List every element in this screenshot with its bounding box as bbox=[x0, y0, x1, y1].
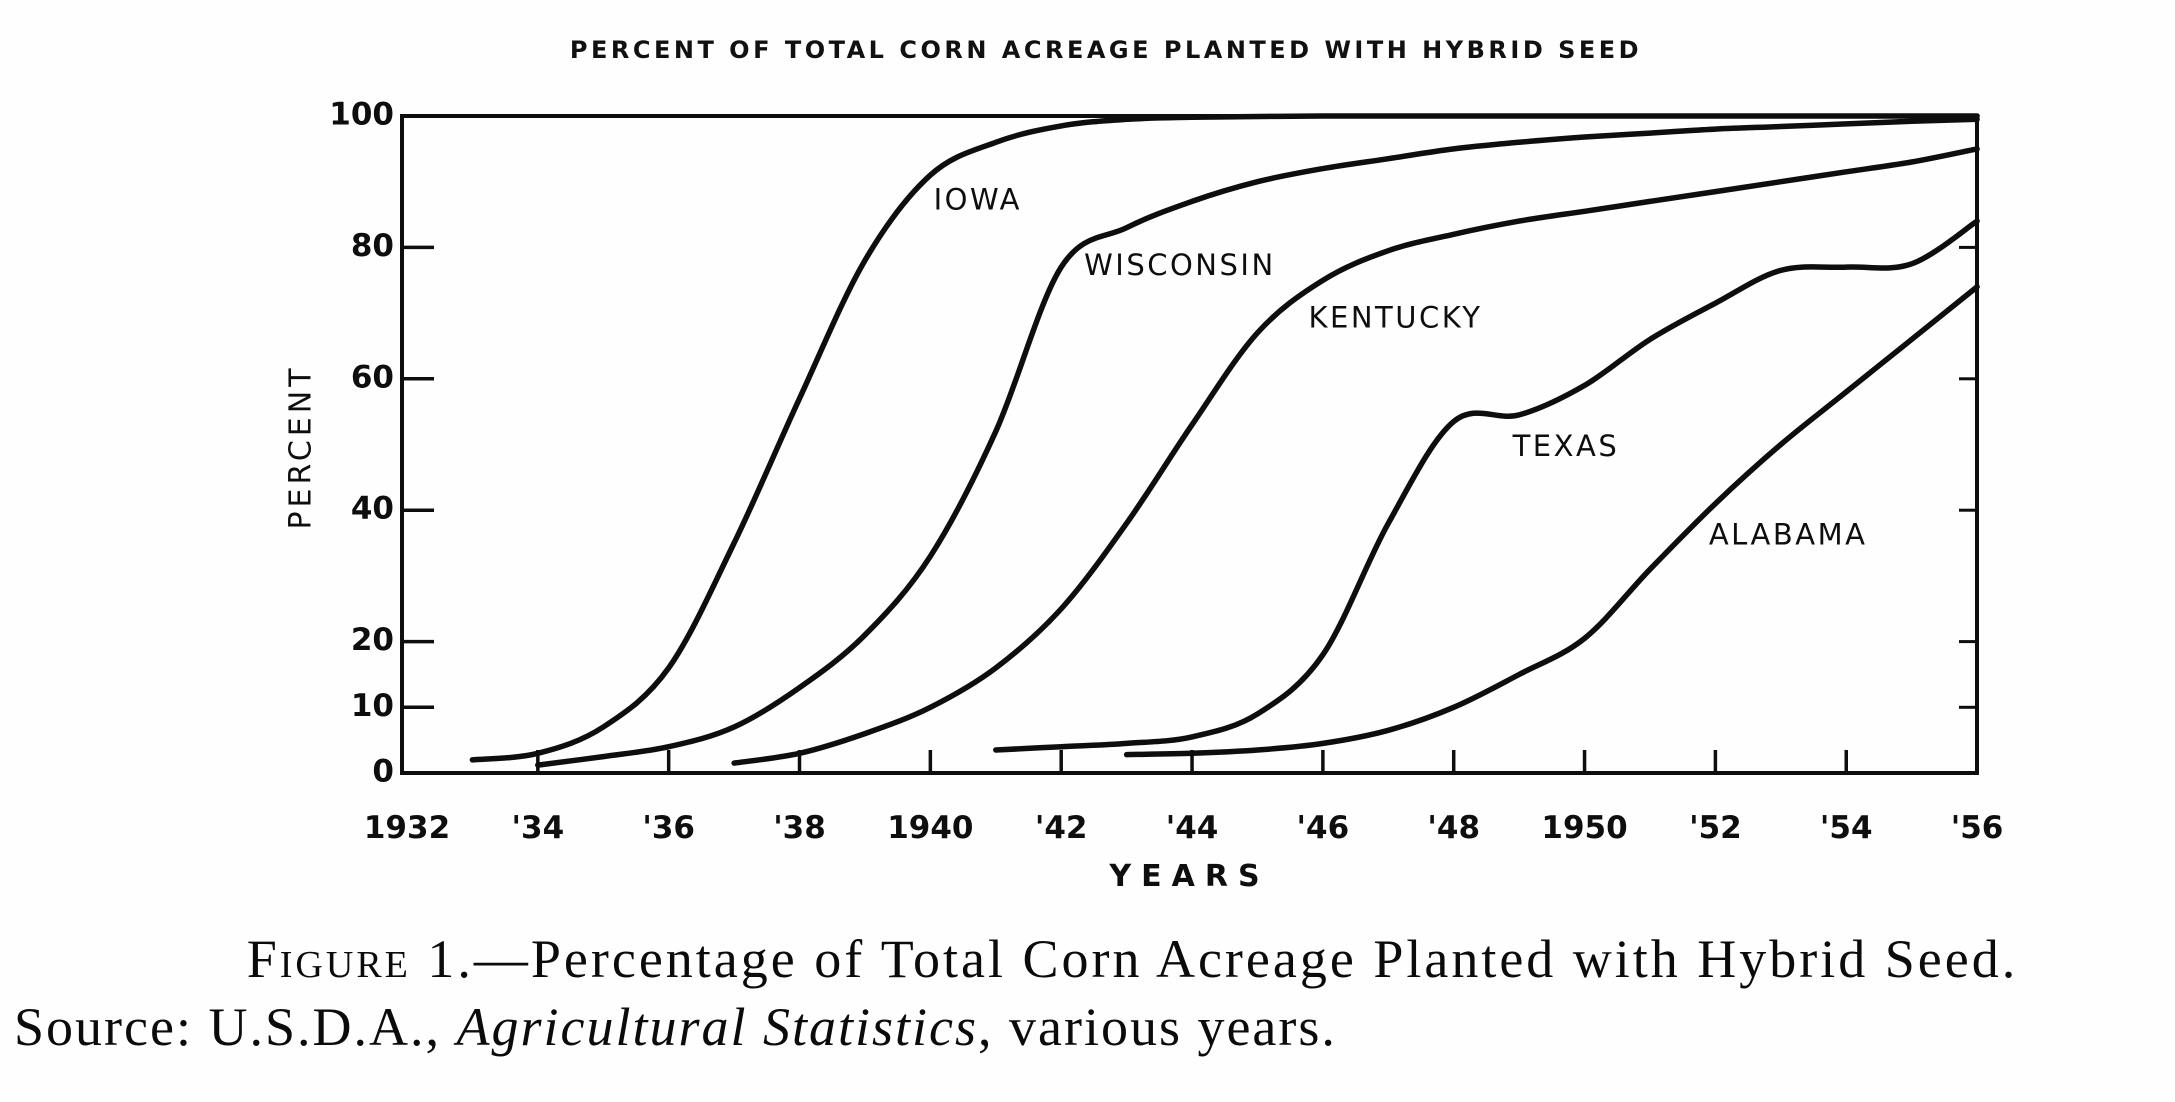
x-tick-label: 1932 bbox=[364, 810, 450, 846]
caption-line1-text: 1.—Percentage of Total Corn Acreage Plan… bbox=[410, 929, 2019, 989]
y-tick-label: 80 bbox=[351, 228, 394, 264]
caption-line1: Figure 1.—Percentage of Total Corn Acrea… bbox=[0, 928, 2175, 990]
curve-alabama bbox=[1123, 284, 1980, 758]
x-tick-label: 1940 bbox=[887, 810, 973, 846]
x-tick-label: '54 bbox=[1820, 810, 1873, 846]
y-tick-label: 0 bbox=[372, 754, 394, 790]
caption-source-line: Source: U.S.D.A., Agricultural Statistic… bbox=[0, 996, 2175, 1058]
figure-caption: Figure 1.—Percentage of Total Corn Acrea… bbox=[0, 928, 2175, 1058]
curve-label-kentucky: KENTUCKY bbox=[1308, 301, 1482, 335]
plot-border bbox=[400, 114, 1979, 775]
curve-kentucky bbox=[731, 146, 1980, 766]
curve-texas bbox=[993, 218, 1980, 753]
x-tick-label: '46 bbox=[1297, 810, 1350, 846]
curve-label-texas: TEXAS bbox=[1512, 429, 1620, 463]
x-tick-label: '48 bbox=[1427, 810, 1480, 846]
curve-label-alabama: ALABAMA bbox=[1709, 517, 1868, 551]
caption-source-prefix: Source: U.S.D.A., bbox=[14, 997, 457, 1057]
y-tick-label: 20 bbox=[351, 622, 394, 658]
x-tick-label: '52 bbox=[1689, 810, 1742, 846]
chart-title: PERCENT OF TOTAL CORN ACREAGE PLANTED WI… bbox=[569, 36, 1643, 64]
x-tick-label: '36 bbox=[642, 810, 695, 846]
curve-label-wisconsin: WISCONSIN bbox=[1084, 248, 1276, 282]
y-tick-label: 10 bbox=[351, 688, 394, 724]
y-axis-title: PERCENT bbox=[284, 364, 319, 529]
x-tick-label: '56 bbox=[1951, 810, 2004, 846]
caption-source-suffix: , various years. bbox=[978, 997, 1337, 1057]
x-tick-label: '44 bbox=[1166, 810, 1219, 846]
curve-wisconsin bbox=[535, 116, 1980, 768]
x-axis-title: YEARS bbox=[1108, 859, 1269, 894]
y-tick-label: 60 bbox=[351, 359, 394, 395]
curve-label-iowa: IOWA bbox=[934, 182, 1022, 216]
caption-figure-word: Figure bbox=[246, 929, 411, 989]
x-tick-label: '34 bbox=[512, 810, 565, 846]
x-tick-label: '38 bbox=[773, 810, 826, 846]
y-tick-label: 40 bbox=[351, 491, 394, 527]
x-tick-label: '42 bbox=[1035, 810, 1088, 846]
y-tick-label: 100 bbox=[329, 97, 394, 133]
curve-iowa bbox=[469, 113, 1980, 763]
caption-source-title: Agricultural Statistics bbox=[456, 997, 978, 1057]
x-tick-label: 1950 bbox=[1541, 810, 1627, 846]
